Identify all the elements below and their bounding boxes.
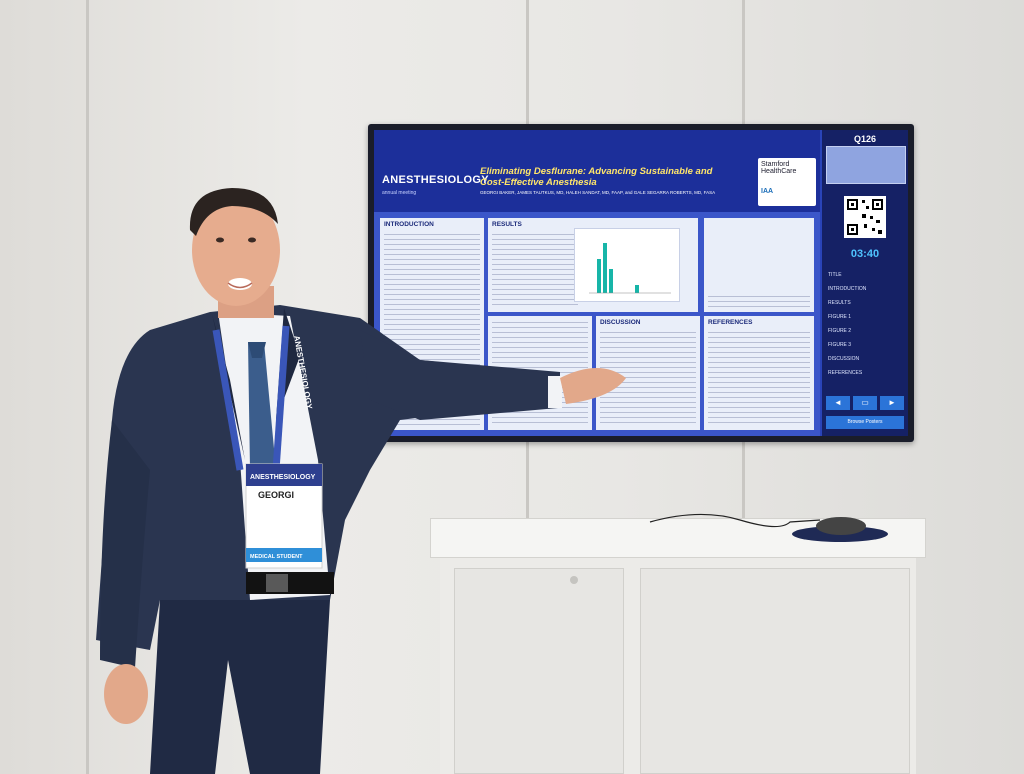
belt	[246, 572, 334, 594]
menu-item-references[interactable]: REFERENCES	[828, 370, 863, 376]
tie	[248, 342, 276, 490]
section-references: REFERENCES	[704, 316, 814, 430]
wall-panel-seam	[86, 0, 89, 774]
section-heading: INTRODUCTION	[384, 221, 434, 228]
computer-mouse	[816, 517, 866, 535]
poster-brand-sub: annual meeting	[382, 190, 417, 196]
session-timer: 03:40	[850, 248, 880, 260]
section-heading: DISCUSSION	[600, 319, 641, 326]
poster-header: ANESTHESIOLOGY annual meeting Eliminatin…	[374, 130, 820, 212]
cabinet-door-left	[454, 568, 624, 774]
trousers	[150, 600, 330, 774]
prev-button[interactable]: ◄	[826, 396, 850, 410]
results-figure-1	[574, 228, 680, 302]
logo-stamford: Stamford HealthCare	[761, 161, 797, 175]
menu-item-figure-2[interactable]: FIGURE 2	[828, 328, 852, 334]
poster-authors: GEORGI BAKER, JAMES TAUTKUS, MD, HALEH S…	[480, 190, 716, 195]
cabinet-lock	[570, 576, 578, 584]
poster-title: Eliminating Desflurane: Advancing Sustai…	[480, 166, 713, 188]
poster-thumbnail[interactable]	[826, 146, 906, 184]
poster-nav: ◄ ▭ ►	[826, 396, 904, 410]
browse-posters-button[interactable]: Browse Posters	[826, 416, 904, 429]
menu-item-discussion[interactable]: DISCUSSION	[828, 356, 860, 362]
section-heading: RESULTS	[492, 221, 522, 228]
suit-jacket	[96, 305, 560, 650]
figure-panel	[704, 218, 814, 312]
poster: ANESTHESIOLOGY annual meeting Eliminatin…	[374, 130, 820, 436]
lanyard	[212, 329, 244, 471]
face	[192, 194, 280, 306]
cabinet-body	[440, 558, 916, 774]
figure-1-graphic	[589, 243, 671, 294]
left-hand	[104, 664, 148, 724]
section-text	[708, 330, 810, 426]
eposter-sidebar: Q126 03:40 TITLE INTROD	[822, 130, 908, 436]
qr-code-graphic	[847, 199, 883, 235]
section-text	[492, 232, 578, 308]
menu-item-introduction[interactable]: INTRODUCTION	[828, 286, 867, 292]
left-sleeve	[100, 420, 150, 668]
section-heading: REFERENCES	[708, 319, 753, 326]
menu-item-figure-1[interactable]: FIGURE 1	[828, 314, 852, 320]
qr-code-icon	[844, 196, 886, 238]
hair	[189, 188, 278, 236]
tv-monitor: ANESTHESIOLOGY annual meeting Eliminatin…	[368, 124, 914, 442]
badge-ribbon: MEDICAL STUDENT	[250, 554, 303, 560]
badge-event: ANESTHESIOLOGY	[250, 474, 316, 481]
poster-brand: ANESTHESIOLOGY	[382, 174, 489, 186]
eposter-screen: ANESTHESIOLOGY annual meeting Eliminatin…	[374, 130, 908, 436]
poster-number: Q126	[853, 134, 877, 144]
poster-section-menu: TITLE INTRODUCTION RESULTS FIGURE 1 FIGU…	[828, 268, 904, 380]
home-button[interactable]: ▭	[853, 396, 877, 410]
next-button[interactable]: ►	[880, 396, 904, 410]
logo-iaa: IAA	[761, 188, 774, 195]
badge-name: GEORGI	[258, 490, 294, 500]
institution-logo: Stamford HealthCare IAA	[758, 158, 816, 206]
menu-item-figure-3[interactable]: FIGURE 3	[828, 342, 852, 348]
storage-cabinet	[430, 518, 926, 774]
pointing-hand	[560, 368, 626, 404]
menu-item-title[interactable]: TITLE	[828, 272, 842, 278]
figure-caption	[708, 294, 810, 308]
menu-item-results[interactable]: RESULTS	[828, 300, 851, 306]
cabinet-door-right	[640, 568, 910, 774]
